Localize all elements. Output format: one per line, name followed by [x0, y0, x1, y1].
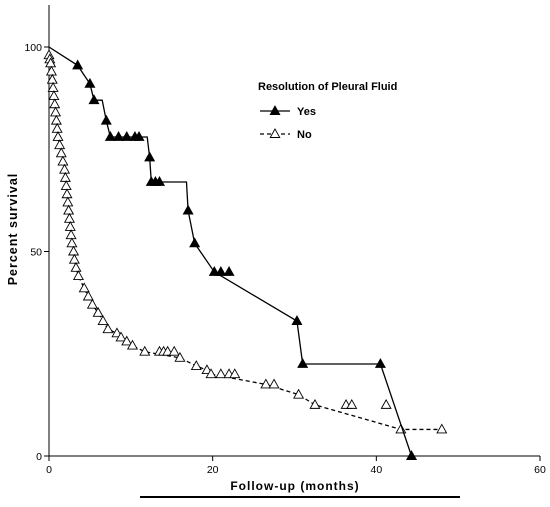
data-point [86, 298, 98, 309]
data-point [45, 65, 57, 76]
x-axis-label-bar [140, 496, 460, 498]
legend-label: No [297, 129, 312, 141]
legend-title: Resolution of Pleural Fluid [258, 81, 397, 93]
data-point [215, 368, 227, 379]
x-tick-label: 20 [207, 464, 219, 476]
data-point [223, 266, 235, 276]
data-point [63, 204, 75, 215]
data-point [92, 306, 104, 317]
data-point [68, 253, 80, 264]
data-point [65, 229, 77, 240]
legend: Resolution of Pleural Fluid Yes No [258, 81, 397, 141]
data-point [297, 358, 309, 368]
data-point [293, 388, 305, 399]
legend-entry-yes: Yes [260, 105, 316, 118]
legend-entry-no: No [260, 128, 312, 141]
data-point [374, 358, 386, 368]
data-point [48, 90, 60, 101]
data-point [102, 323, 114, 334]
data-point [346, 398, 358, 409]
legend-label: Yes [297, 106, 316, 118]
x-tick-label: 40 [370, 464, 382, 476]
data-point [64, 221, 76, 231]
data-point [97, 315, 109, 325]
data-point [82, 290, 94, 301]
data-point [57, 155, 69, 166]
data-point [229, 368, 241, 379]
data-point [309, 398, 321, 409]
data-point [59, 171, 71, 182]
data-point [291, 315, 303, 325]
data-point [144, 151, 156, 162]
data-point [60, 180, 72, 191]
data-point [72, 270, 84, 280]
data-point [189, 237, 201, 248]
data-point [61, 188, 73, 199]
series-line-no [48, 55, 442, 431]
y-tick-label: 0 [36, 451, 42, 463]
data-point [162, 345, 174, 356]
legend-entries: Yes No [260, 105, 316, 141]
x-axis-label: Follow-up (months) [230, 479, 359, 493]
data-point [174, 351, 186, 362]
data-point [51, 122, 63, 133]
data-point [260, 378, 272, 389]
data-point [380, 398, 392, 409]
data-point [268, 378, 280, 389]
series-yes [48, 46, 418, 460]
data-point [70, 261, 82, 272]
data-point [406, 450, 418, 460]
data-point [88, 94, 100, 105]
data-point [121, 131, 133, 141]
legend-marker [269, 128, 281, 138]
data-point [52, 131, 64, 141]
data-point [126, 339, 138, 350]
data-point [168, 345, 180, 356]
data-point [190, 360, 202, 370]
data-point [113, 131, 125, 141]
data-point [49, 98, 61, 109]
data-point [62, 196, 74, 207]
x-tick-label: 0 [46, 464, 52, 476]
data-point [139, 345, 151, 356]
data-point [133, 131, 145, 141]
data-point [115, 331, 127, 342]
data-point [46, 73, 58, 84]
data-point [47, 81, 59, 92]
data-point [78, 282, 90, 293]
data-point [208, 266, 220, 276]
x-ticks: 0 20 40 60 [46, 456, 546, 476]
y-axis-label: Percent survival [6, 173, 20, 286]
data-point [66, 237, 78, 248]
data-point [59, 163, 71, 174]
data-point [45, 57, 57, 68]
series-line-yes [48, 46, 413, 457]
data-point [100, 114, 112, 125]
legend-marker [269, 105, 281, 115]
data-point [84, 77, 96, 88]
data-point [153, 176, 165, 186]
x-tick-label: 60 [534, 464, 546, 476]
y-ticks: 0 50 100 [24, 42, 49, 463]
data-point [55, 147, 67, 158]
data-point [50, 114, 62, 125]
data-point [205, 368, 217, 379]
data-point [121, 335, 133, 346]
data-point [54, 139, 66, 150]
data-point [182, 204, 194, 215]
y-tick-label: 100 [24, 42, 42, 54]
axes: 0 50 100 0 20 40 60 [24, 5, 546, 476]
data-point [436, 423, 448, 434]
data-point [104, 131, 116, 141]
y-tick-label: 50 [30, 247, 42, 259]
series-layer [43, 46, 448, 460]
data-point [72, 59, 84, 70]
series-no [43, 49, 448, 434]
data-point [50, 106, 62, 117]
data-point [215, 266, 227, 276]
data-point [63, 212, 75, 223]
data-point [68, 245, 80, 256]
